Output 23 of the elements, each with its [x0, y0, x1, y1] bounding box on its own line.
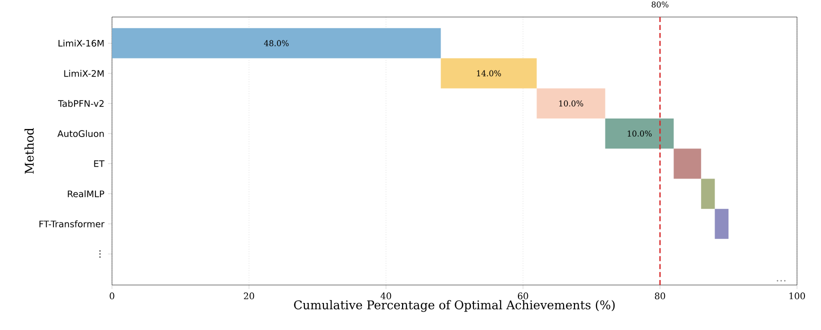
y-tick-label: TabPFN-v2 [58, 100, 104, 107]
annotation: … [776, 280, 786, 282]
y-tick-label: FT-Transformer [39, 220, 104, 228]
bar [112, 28, 441, 58]
bar [440, 58, 537, 88]
x-tick-label: 40 [380, 292, 392, 300]
bar [605, 118, 674, 149]
y-tick-label: LimiX-2M [64, 70, 104, 77]
bar [701, 178, 715, 209]
y-tick-label: ET [94, 160, 105, 167]
y-tick-label: AutoGluon [57, 130, 104, 138]
y-tick-label: LimiX-16M [58, 40, 104, 47]
y-tick-label: RealMLP [68, 190, 104, 198]
x-tick-label: 60 [518, 292, 528, 300]
x-tick-label: 80 [654, 292, 666, 300]
x-tick-label: 0 [110, 292, 114, 300]
bar [714, 208, 729, 239]
x-tick-label: 100 [790, 292, 805, 300]
y-axis-title: Method [24, 128, 34, 174]
bar [674, 148, 702, 179]
x-tick-label: 20 [244, 292, 254, 300]
bar [536, 88, 606, 118]
x-axis-title: Cumulative Percentage of Optimal Achievements (%) [294, 300, 615, 312]
